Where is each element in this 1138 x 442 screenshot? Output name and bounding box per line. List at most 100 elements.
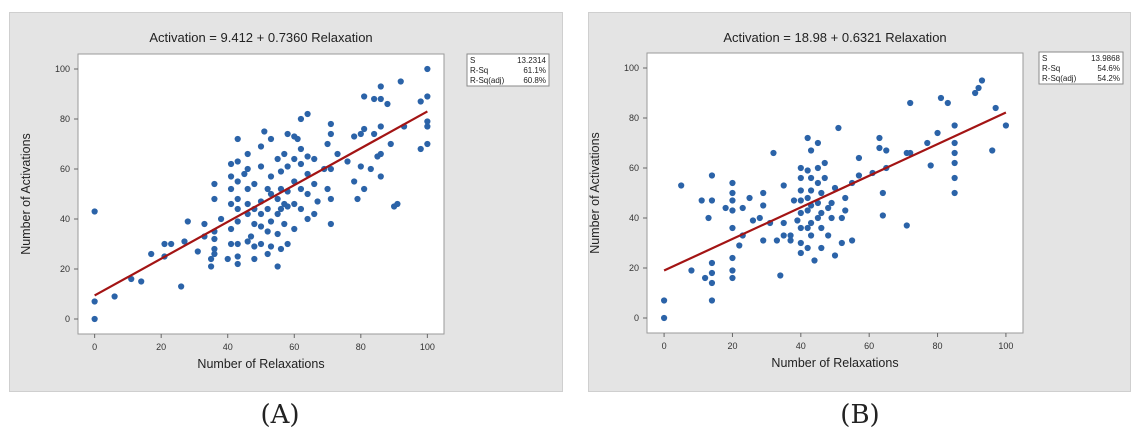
chart-b-data-point bbox=[688, 267, 695, 274]
chart-a-data-point bbox=[267, 218, 275, 225]
chart-a-data-point bbox=[128, 275, 135, 283]
chart-a-data-point bbox=[304, 190, 311, 198]
chart-b-data-point bbox=[729, 267, 736, 274]
chart-b-data-point bbox=[825, 204, 832, 212]
chart-a-data-point bbox=[264, 250, 271, 258]
chart-b-title: Activation = 18.98 + 0.6321 Relaxation bbox=[723, 30, 946, 45]
chart-a-data-point bbox=[284, 130, 291, 138]
chart-a-data-point bbox=[377, 95, 384, 103]
chart-b-data-point bbox=[708, 297, 716, 304]
chart-b-data-point bbox=[807, 232, 815, 239]
chart-a-data-point bbox=[244, 150, 251, 158]
chart-b-y-tick-label: 100 bbox=[624, 63, 639, 73]
chart-b-x-tick-label: 80 bbox=[933, 341, 943, 351]
chart-a-data-point bbox=[244, 165, 251, 173]
chart-b-data-point bbox=[787, 237, 794, 244]
chart-b-data-point bbox=[818, 224, 825, 232]
chart-b-data-point bbox=[821, 159, 828, 167]
chart-a-data-point bbox=[417, 98, 424, 105]
chart-b-data-point bbox=[804, 167, 811, 174]
chart-a-data-point bbox=[264, 185, 271, 193]
chart-a-data-point bbox=[227, 173, 235, 180]
chart-b-data-point bbox=[907, 99, 914, 107]
chart-a-data-point bbox=[91, 315, 98, 323]
chart-b-data-point bbox=[951, 159, 958, 167]
chart-b-data-point bbox=[804, 224, 811, 232]
chart-a-data-point bbox=[394, 200, 401, 208]
chart-a-data-point bbox=[178, 283, 185, 290]
chart-a-y-tick-label: 80 bbox=[60, 114, 70, 124]
chart-b-data-point bbox=[797, 164, 804, 172]
chart-a-data-point bbox=[377, 150, 384, 158]
chart-a-data-point bbox=[304, 215, 311, 223]
chart-a-data-point bbox=[297, 115, 305, 123]
chart-a-y-tick-label: 40 bbox=[60, 214, 70, 224]
chart-a-data-point bbox=[277, 205, 285, 213]
chart-b-data-point bbox=[831, 252, 839, 259]
scatter-chart-a: Activation = 9.412 + 0.7360 Relaxation 0 2… bbox=[19, 30, 550, 371]
chart-b-data-point bbox=[814, 214, 822, 222]
chart-a-data-point bbox=[257, 210, 265, 218]
chart-b-stat-value: 13.9868 bbox=[1091, 54, 1120, 63]
chart-a-plot-area bbox=[77, 53, 445, 335]
chart-b-stats-box bbox=[1038, 51, 1124, 85]
chart-b-data-point bbox=[907, 149, 914, 157]
chart-b-data-point bbox=[814, 199, 822, 207]
chart-b-data-point bbox=[989, 147, 996, 154]
chart-b-y-tick-label: 20 bbox=[629, 263, 639, 273]
chart-b-y-axis-label: Number of Activations bbox=[588, 132, 602, 254]
chart-a-data-point bbox=[274, 263, 281, 270]
chart-b-x-tick-label: 40 bbox=[796, 341, 806, 351]
chart-b-data-point bbox=[927, 162, 934, 169]
caption-b: (B) bbox=[840, 400, 880, 430]
chart-b-data-point bbox=[797, 174, 804, 182]
chart-a-data-point bbox=[377, 173, 384, 180]
chart-a-data-point bbox=[311, 155, 318, 163]
chart-a-x-tick-label: 20 bbox=[156, 342, 166, 352]
chart-b-data-point bbox=[797, 197, 804, 204]
chart-b-data-point bbox=[818, 209, 825, 217]
chart-b-data-point bbox=[978, 77, 986, 84]
chart-a-data-point bbox=[304, 153, 311, 160]
chart-b-x-tick-label: 0 bbox=[662, 341, 667, 351]
chart-b-data-point bbox=[924, 139, 931, 147]
chart-b-data-point bbox=[825, 232, 832, 239]
chart-a-data-point bbox=[291, 200, 298, 208]
chart-a-data-point bbox=[377, 83, 384, 90]
chart-a-data-point bbox=[161, 240, 168, 248]
chart-a-data-point bbox=[234, 158, 241, 165]
chart-b-data-point bbox=[708, 269, 716, 277]
chart-a-data-point bbox=[227, 185, 235, 193]
chart-a-data-point bbox=[227, 240, 235, 248]
chart-b-data-point bbox=[992, 104, 999, 112]
chart-a-data-point bbox=[227, 225, 235, 233]
chart-b-data-point bbox=[828, 214, 835, 222]
chart-a-y-tick-label: 60 bbox=[60, 164, 70, 174]
chart-b-data-point bbox=[944, 99, 951, 107]
chart-a-data-point bbox=[184, 218, 191, 225]
chart-b-x-axis-label: Number of Relaxations bbox=[771, 356, 898, 370]
chart-a-data-point bbox=[181, 238, 188, 245]
chart-a-y-tick-label: 0 bbox=[65, 314, 70, 324]
chart-a-data-point bbox=[241, 170, 248, 178]
chart-a-data-point bbox=[244, 185, 251, 193]
chart-b-data-point bbox=[780, 219, 787, 227]
chart-b-data-point bbox=[804, 194, 811, 202]
chart-a-data-point bbox=[211, 250, 218, 258]
chart-b-data-point bbox=[729, 197, 736, 204]
chart-b-stat-label: R-Sq(adj) bbox=[1042, 74, 1077, 83]
chart-b-data-point bbox=[975, 84, 982, 92]
chart-b-data-point bbox=[660, 314, 668, 322]
chart-a-data-point bbox=[361, 93, 368, 100]
chart-b-stat-label: S bbox=[1042, 54, 1047, 63]
chart-a-data-point bbox=[327, 120, 334, 128]
chart-a-x-tick-label: 60 bbox=[289, 342, 299, 352]
chart-a-data-point bbox=[234, 135, 241, 143]
chart-b-data-point bbox=[708, 172, 716, 179]
chart-b-data-point bbox=[951, 139, 958, 147]
chart-b-data-point bbox=[760, 202, 767, 209]
chart-b-data-point bbox=[951, 122, 958, 129]
chart-b-data-point bbox=[729, 179, 736, 187]
chart-a-data-point bbox=[327, 130, 334, 138]
chart-a-data-point bbox=[211, 195, 218, 203]
